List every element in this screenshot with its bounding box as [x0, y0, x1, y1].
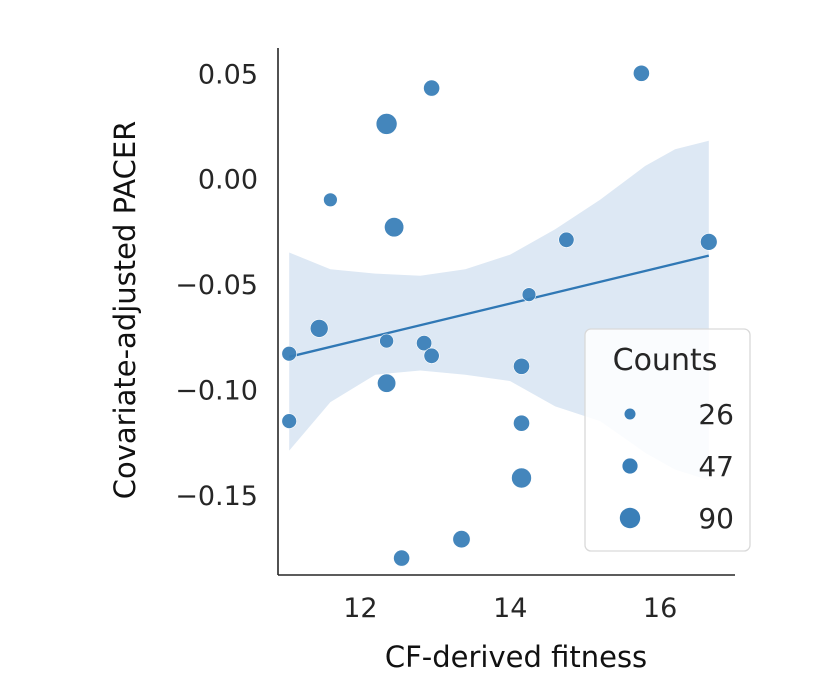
- x-tick-label: 12: [343, 593, 377, 624]
- y-tick-label: 0.05: [198, 59, 258, 90]
- legend-marker: [624, 408, 636, 420]
- data-point: [521, 287, 537, 302]
- legend-marker: [622, 458, 638, 474]
- legend-title: Counts: [613, 343, 718, 378]
- y-tick-label: 0.00: [198, 165, 258, 196]
- data-point: [423, 79, 441, 97]
- legend: Counts 26 47 90: [584, 328, 751, 552]
- regression-line: [288, 254, 710, 358]
- legend-label: 26: [698, 398, 734, 431]
- x-axis-label: CF-derived fitness: [385, 640, 647, 674]
- data-point: [700, 233, 718, 251]
- data-point: [377, 373, 397, 393]
- legend-label: 90: [698, 502, 734, 535]
- y-axis-label: Covariate-adjusted PACER: [108, 121, 142, 500]
- data-point: [281, 346, 297, 362]
- data-point: [513, 357, 530, 375]
- data-point: [393, 549, 411, 567]
- data-points-layer: [281, 64, 718, 567]
- axes: [277, 48, 735, 576]
- data-point: [375, 113, 398, 135]
- data-point: [416, 335, 433, 352]
- legend-label: 47: [698, 450, 734, 483]
- data-point: [511, 467, 532, 489]
- data-point: [323, 192, 338, 208]
- y-tick-label: −0.10: [175, 375, 258, 406]
- x-tick-label: 14: [493, 593, 527, 624]
- data-point: [423, 347, 440, 364]
- legend-marker: [619, 507, 641, 529]
- data-point: [633, 64, 650, 82]
- data-point: [384, 217, 405, 238]
- data-point: [281, 413, 297, 429]
- regression-line-layer: [288, 254, 710, 358]
- data-point: [452, 530, 471, 549]
- x-ticks: 12 14 16: [343, 593, 677, 624]
- legend-box: [584, 328, 751, 552]
- data-point: [558, 231, 575, 248]
- legend-entries: 26 47 90: [619, 398, 734, 535]
- x-tick-label: 16: [643, 593, 677, 624]
- y-ticks: 0.05 0.00 −0.05 −0.10 −0.15: [175, 59, 258, 512]
- data-point: [309, 319, 329, 338]
- data-point: [379, 333, 394, 349]
- y-tick-label: −0.05: [175, 270, 258, 301]
- y-tick-label: −0.15: [175, 481, 258, 512]
- data-point: [513, 414, 530, 432]
